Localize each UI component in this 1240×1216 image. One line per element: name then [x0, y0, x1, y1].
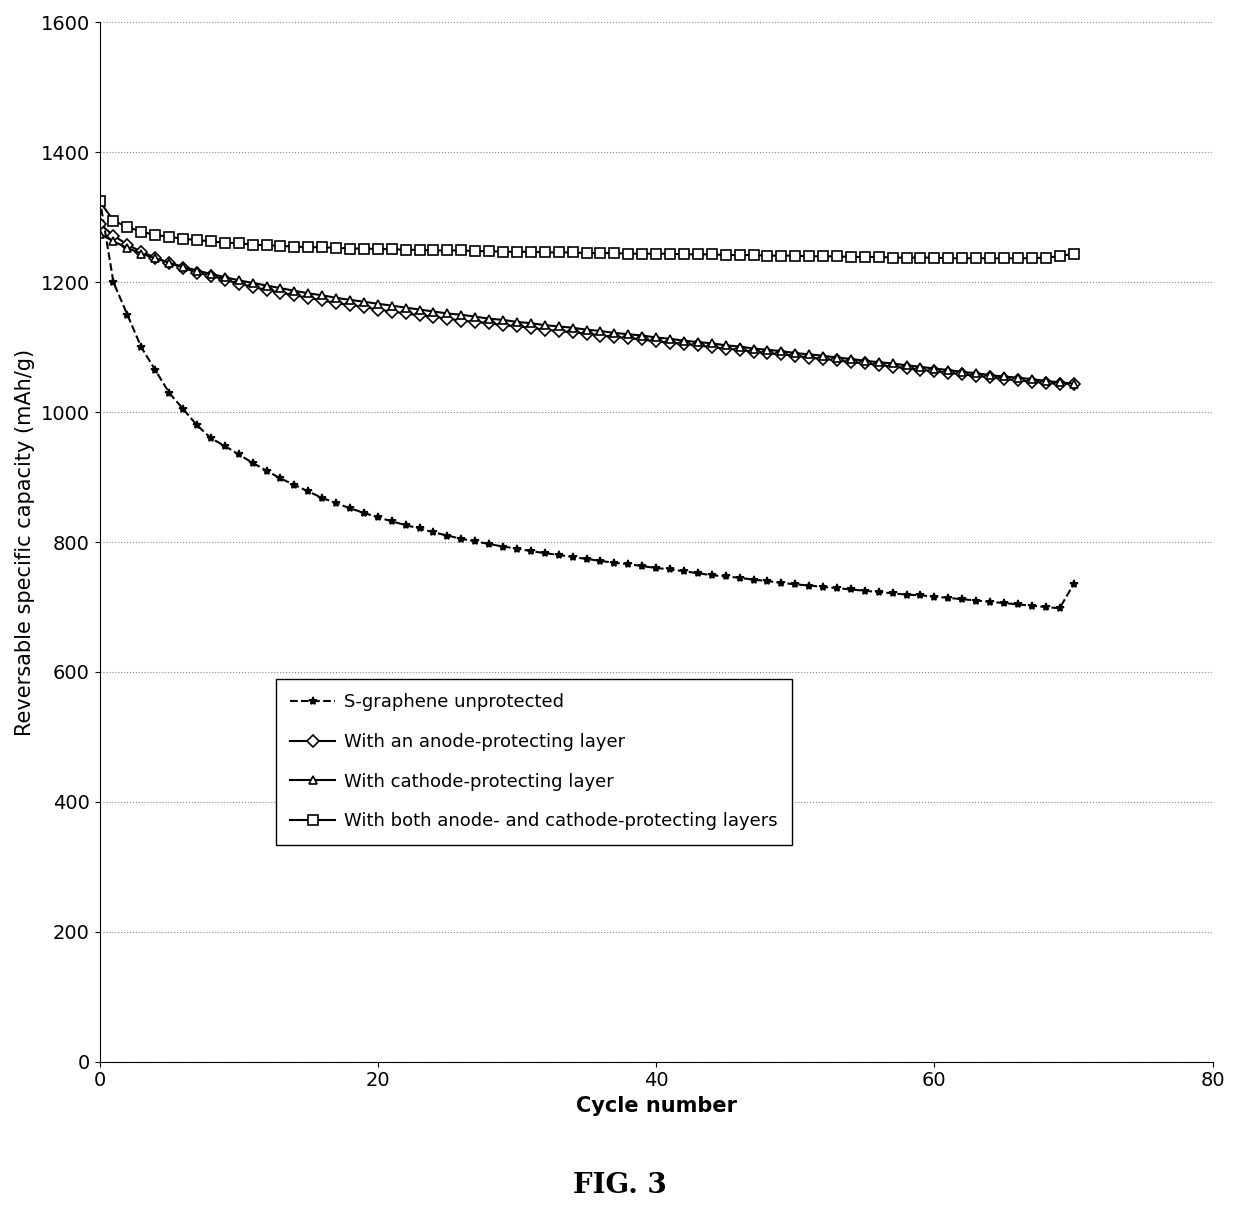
S-graphene unprotected — [371, 510, 386, 524]
With both anode- and cathode-protecting layers — [120, 220, 135, 235]
S-graphene unprotected — [565, 550, 580, 564]
With both anode- and cathode-protecting layers — [1066, 247, 1081, 261]
With cathode-protecting layer — [454, 308, 469, 322]
S-graphene unprotected — [120, 308, 135, 322]
Line: With cathode-protecting layer: With cathode-protecting layer — [95, 230, 1078, 388]
With cathode-protecting layer — [120, 241, 135, 255]
With cathode-protecting layer — [677, 333, 692, 348]
S-graphene unprotected — [677, 564, 692, 579]
With both anode- and cathode-protecting layers — [1024, 250, 1039, 265]
Line: With both anode- and cathode-protecting layers: With both anode- and cathode-protecting … — [94, 196, 1079, 263]
With both anode- and cathode-protecting layers — [565, 246, 580, 260]
Legend: S-graphene unprotected, With an anode-protecting layer, With cathode-protecting : S-graphene unprotected, With an anode-pr… — [275, 679, 792, 845]
Line: With an anode-protecting layer: With an anode-protecting layer — [95, 220, 1078, 388]
Y-axis label: Reversable specific capacity (mAh/g): Reversable specific capacity (mAh/g) — [15, 349, 35, 736]
With both anode- and cathode-protecting layers — [677, 247, 692, 261]
With both anode- and cathode-protecting layers — [830, 249, 844, 264]
With an anode-protecting layer — [92, 216, 107, 231]
Line: S-graphene unprotected: S-graphene unprotected — [95, 193, 1078, 613]
X-axis label: Cycle number: Cycle number — [575, 1096, 737, 1116]
S-graphene unprotected — [830, 581, 844, 596]
With an anode-protecting layer — [565, 325, 580, 339]
S-graphene unprotected — [1066, 576, 1081, 591]
With an anode-protecting layer — [1066, 377, 1081, 392]
With cathode-protecting layer — [1011, 371, 1025, 385]
With both anode- and cathode-protecting layers — [941, 250, 956, 265]
With an anode-protecting layer — [371, 303, 386, 317]
Text: FIG. 3: FIG. 3 — [573, 1172, 667, 1199]
With cathode-protecting layer — [1066, 376, 1081, 390]
With an anode-protecting layer — [677, 337, 692, 351]
With an anode-protecting layer — [1011, 373, 1025, 388]
With both anode- and cathode-protecting layers — [371, 242, 386, 257]
With cathode-protecting layer — [371, 297, 386, 311]
With an anode-protecting layer — [120, 237, 135, 252]
With an anode-protecting layer — [454, 314, 469, 328]
With cathode-protecting layer — [565, 321, 580, 336]
S-graphene unprotected — [92, 191, 107, 206]
S-graphene unprotected — [1011, 597, 1025, 612]
With cathode-protecting layer — [92, 226, 107, 241]
With both anode- and cathode-protecting layers — [92, 193, 107, 208]
S-graphene unprotected — [1053, 601, 1068, 615]
